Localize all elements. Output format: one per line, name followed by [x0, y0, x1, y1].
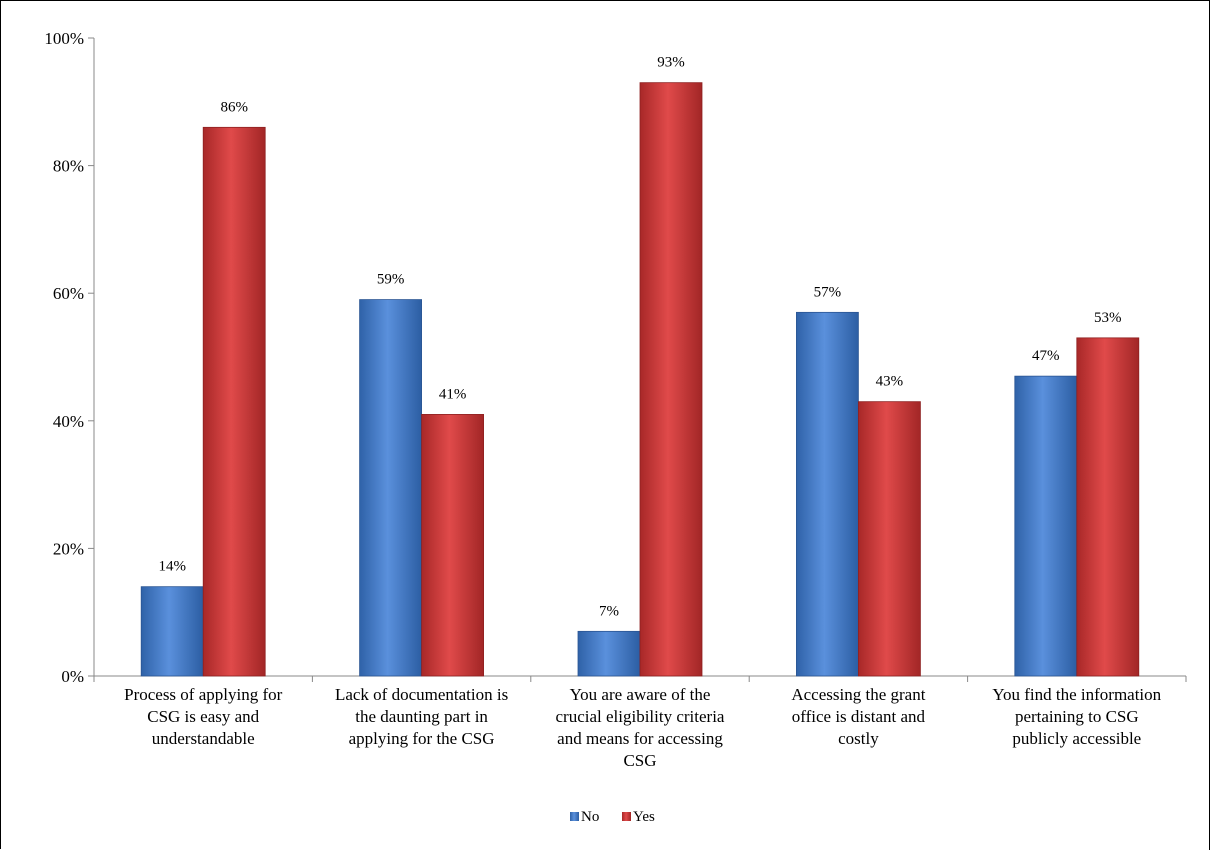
x-category-label: CSG is easy and	[147, 707, 259, 726]
data-label-yes: 41%	[439, 386, 467, 402]
bars-group	[140, 82, 1140, 677]
legend: No Yes	[570, 809, 655, 825]
x-category-label: costly	[838, 729, 879, 748]
bar-no	[1014, 375, 1078, 677]
legend-label-yes: Yes	[633, 809, 655, 825]
data-label-no: 47%	[1032, 348, 1060, 364]
bar-no	[796, 311, 859, 677]
x-category-label: and means for accessing	[557, 729, 723, 748]
legend-swatch-no	[570, 812, 579, 821]
x-category-label: understandable	[152, 729, 255, 748]
data-label-yes: 53%	[1094, 310, 1122, 326]
data-label-no: 7%	[599, 603, 619, 619]
data-label-no: 59%	[377, 272, 405, 288]
legend-swatch-yes	[622, 812, 631, 821]
x-category-label: the daunting part in	[355, 707, 488, 726]
labels-group: 14% 86% Process of applying for CSG is easy…	[124, 55, 1162, 770]
bar-yes	[202, 126, 266, 677]
bar-yes	[421, 414, 485, 677]
x-category-label: You find the information	[992, 685, 1161, 704]
y-tick-label: 20%	[53, 539, 84, 558]
data-label-no: 57%	[814, 284, 842, 300]
bar-yes	[639, 82, 703, 677]
data-label-yes: 86%	[220, 99, 248, 115]
x-category-label: applying for the CSG	[349, 729, 495, 748]
legend-label-no: No	[581, 809, 599, 825]
y-tick-label: 80%	[53, 157, 84, 176]
bar-yes	[858, 401, 921, 677]
x-category-label: CSG	[623, 751, 656, 770]
bar-no	[140, 586, 204, 677]
x-category-label: pertaining to CSG	[1015, 707, 1139, 726]
x-category-label: Lack of documentation is	[335, 685, 508, 704]
x-category-label: office is distant and	[792, 707, 926, 726]
x-category-label: publicly accessible	[1012, 729, 1141, 748]
data-label-yes: 93%	[657, 55, 685, 71]
bar-yes	[1076, 337, 1140, 677]
data-label-yes: 43%	[876, 374, 904, 390]
y-tick-label: 60%	[53, 284, 84, 303]
y-tick-label: 100%	[44, 29, 84, 48]
x-category-label: Process of applying for	[124, 685, 283, 704]
x-category-label: crucial eligibility criteria	[556, 707, 725, 726]
y-tick-label: 40%	[53, 412, 84, 431]
x-category-label: Accessing the grant	[791, 685, 925, 704]
x-category-label: You are aware of the	[570, 685, 711, 704]
bar-no	[359, 299, 423, 677]
bar-no	[577, 630, 641, 677]
y-tick-label: 0%	[61, 667, 84, 686]
data-label-no: 14%	[158, 559, 186, 575]
